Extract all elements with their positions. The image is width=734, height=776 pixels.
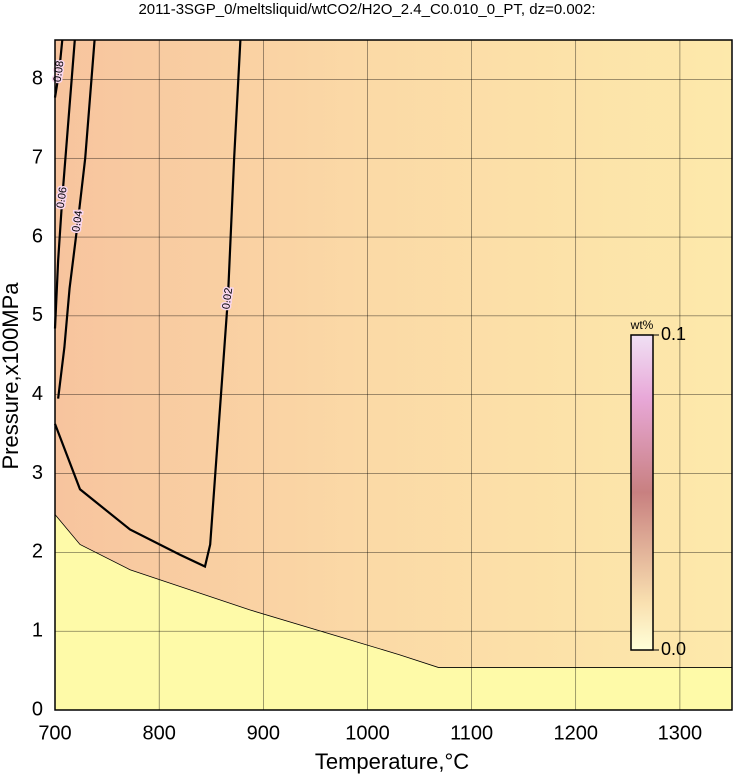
x-tick-label: 900 [247, 722, 280, 744]
y-tick-label: 5 [32, 304, 43, 326]
y-tick-label: 8 [32, 68, 43, 90]
contour-label: 0.06 [55, 186, 70, 209]
chart-title: 2011-3SGP_0/meltsliquid/wtCO2/H2O_2.4_C0… [138, 1, 595, 18]
plot-frame [54, 39, 733, 711]
contour-line [53, 39, 64, 98]
contour-line [53, 39, 76, 329]
colorbar-label: wt% [630, 318, 654, 332]
contour-label: 0.02 [220, 287, 235, 310]
x-tick-label: 700 [38, 722, 71, 744]
x-tick-label: 1000 [345, 722, 390, 744]
colorbar-tick-label: 0.1 [661, 324, 686, 344]
y-tick-label: 1 [32, 619, 43, 641]
contour-line [53, 39, 242, 569]
y-axis-label: Pressure,x100MPa [0, 282, 23, 470]
x-tick-label: 1300 [658, 722, 703, 744]
contour-label: 0.04 [70, 210, 85, 233]
y-tick-label: 3 [32, 462, 43, 484]
x-tick-label: 800 [142, 722, 175, 744]
y-tick-label: 0 [32, 698, 43, 720]
colorbar [630, 334, 654, 651]
contour-line [54, 514, 732, 668]
x-tick-label: 1100 [450, 722, 493, 744]
colorbar-tick-label: 0.0 [661, 639, 686, 659]
contour-line [57, 39, 96, 399]
y-tick-label: 4 [32, 383, 43, 405]
x-tick-label: 1200 [554, 722, 599, 744]
x-axis-label: Temperature,°C [315, 749, 469, 774]
y-tick-label: 6 [32, 225, 43, 247]
plot-area: 0.020.040.060.08 [50, 39, 733, 711]
y-tick-label: 2 [32, 541, 43, 563]
field-region [55, 40, 732, 668]
y-tick-label: 7 [32, 147, 43, 169]
